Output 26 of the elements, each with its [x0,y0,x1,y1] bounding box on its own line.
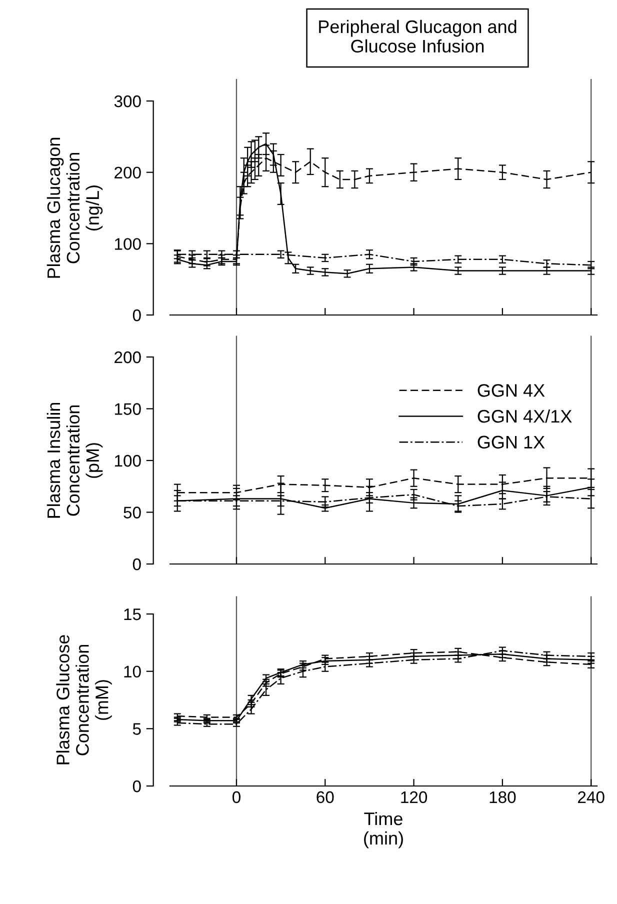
x-axis-title: Time (min) [364,812,403,848]
y-tick-label: 100 [114,454,141,467]
y-axis-title: Plasma Insulin Concentration (pM) [46,402,103,518]
legend-label: GGN 4X [478,384,545,397]
y-tick-label: 300 [114,95,141,108]
y-tick-label: 200 [114,351,141,364]
y-tick-label: 200 [114,166,141,179]
chart-title: Peripheral Glucagon and Glucose Infusion [319,20,516,53]
y-tick-label: 0 [132,780,141,792]
legend-label: GGN 1X [478,436,545,449]
legend-label: GGN 4X/1X [478,409,572,423]
y-tick-label: 50 [124,506,141,518]
y-axis-title: Plasma Glucagon Concentration (ng/L) [46,138,103,278]
y-tick-label: 5 [132,723,141,735]
y-tick-label: 150 [114,403,141,415]
y-tick-label: 15 [124,608,141,620]
x-tick-label: 0 [232,791,240,804]
x-tick-label: 120 [401,791,428,804]
x-tick-label: 240 [578,791,604,804]
y-tick-label: 0 [132,558,141,570]
x-tick-label: 60 [316,791,334,804]
y-tick-label: 100 [114,238,141,250]
y-tick-label: 10 [124,666,141,678]
y-tick-label: 0 [132,309,141,322]
x-tick-label: 180 [490,791,516,804]
y-axis-title: Plasma Glucose Concentration (mM) [56,635,112,764]
